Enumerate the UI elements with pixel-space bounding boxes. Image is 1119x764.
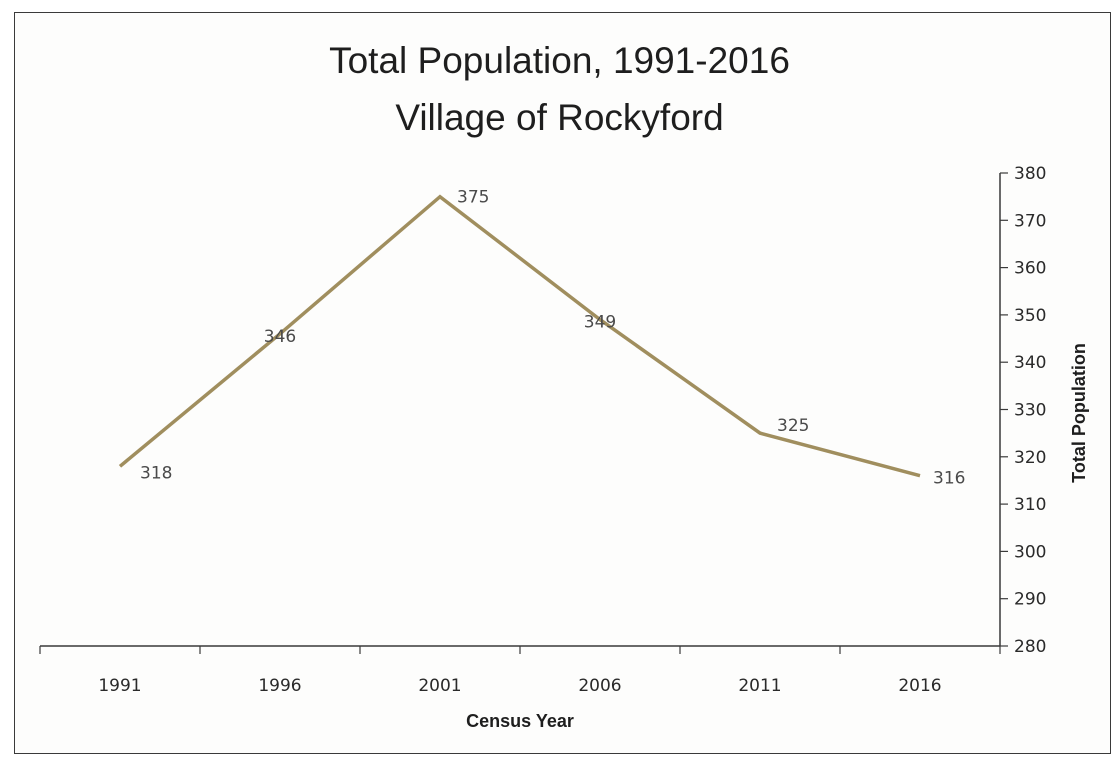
series-line	[118, 194, 921, 478]
data-label: 325	[777, 416, 809, 436]
y-tick-label: 350	[1014, 306, 1046, 326]
y-tick-label: 330	[1014, 401, 1046, 421]
data-label: 375	[457, 188, 489, 208]
y-tick-label: 380	[1014, 164, 1046, 184]
y-tick-label: 370	[1014, 211, 1046, 231]
y-tick-label: 290	[1014, 590, 1046, 610]
data-label: 316	[933, 469, 965, 489]
data-labels: 318 346 375 349 325 316	[140, 188, 965, 489]
chart-axes	[40, 173, 1001, 647]
chart-title: Total Population, 1991-2016	[329, 40, 790, 81]
x-tick-label: 1991	[98, 676, 141, 696]
x-tick-label: 2011	[738, 676, 781, 696]
x-tick-label: 2006	[578, 676, 621, 696]
y-tick-label: 320	[1014, 448, 1046, 468]
x-tick-label: 2001	[418, 676, 461, 696]
data-label: 346	[264, 327, 296, 347]
y-tick-label: 340	[1014, 353, 1046, 373]
x-tick-label: 2016	[898, 676, 941, 696]
y-tick-label: 280	[1014, 637, 1046, 657]
y-tick-label: 300	[1014, 542, 1046, 562]
y-tick-label: 310	[1014, 495, 1046, 515]
series-group	[118, 194, 921, 478]
y-axis-title: Total Population	[1069, 343, 1089, 483]
chart-subtitle: Village of Rockyford	[395, 97, 724, 138]
data-label: 349	[584, 313, 616, 333]
y-axis-ticks: 280 290 300 310 320 330 340 350 360 370 380	[1000, 164, 1046, 657]
x-axis-ticks: 1991 1996 2001 2006 2011 2016	[39, 646, 1001, 696]
data-label: 318	[140, 463, 172, 483]
x-axis-title: Census Year	[466, 711, 574, 731]
chart-frame	[14, 12, 1111, 754]
x-tick-label: 1996	[258, 676, 301, 696]
y-tick-label: 360	[1014, 259, 1046, 279]
